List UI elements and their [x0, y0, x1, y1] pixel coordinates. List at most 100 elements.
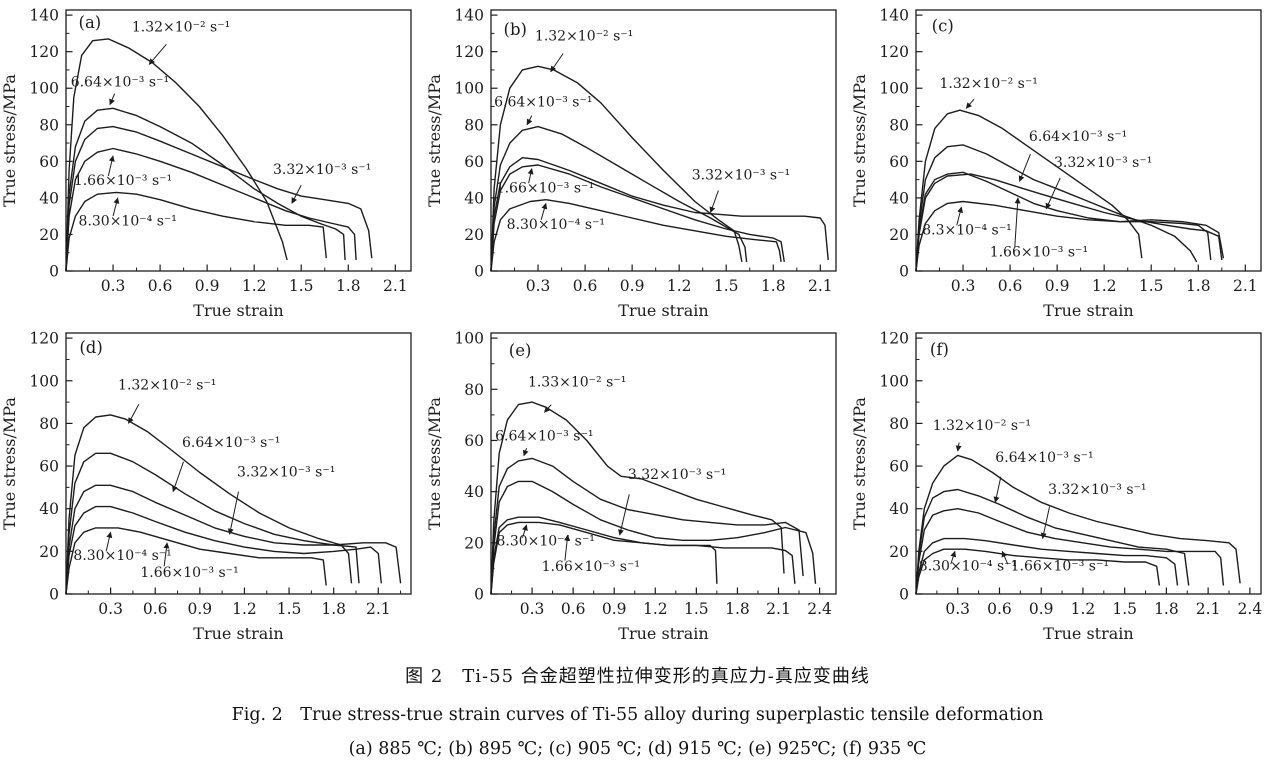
y-axis-title: True stress/MPa	[425, 74, 444, 207]
svg-text:80: 80	[464, 381, 484, 399]
svg-text:0: 0	[474, 586, 484, 604]
svg-text:100: 100	[454, 330, 484, 348]
strain-rate-label: 1.66×10⁻³ s⁻¹	[74, 173, 172, 189]
strain-rate-label: 6.64×10⁻³ s⁻¹	[494, 95, 592, 111]
chart-c-canvas: 0 20 40 60 80 100 120 140 0.3 0.6 0.9 1.2 1.5 1.8 2.1 T…	[850, 7, 1262, 320]
svg-text:0.6: 0.6	[143, 600, 168, 618]
svg-text:40: 40	[464, 189, 484, 207]
svg-text:1.2: 1.2	[667, 277, 692, 295]
strain-rate-label: 6.64×10⁻³ s⁻¹	[1029, 129, 1127, 145]
svg-text:100: 100	[879, 372, 909, 390]
svg-text:20: 20	[464, 226, 484, 244]
y-axis-title: True stress/MPa	[850, 397, 869, 530]
svg-text:1.2: 1.2	[242, 277, 267, 295]
strain-rate-label: 1.33×10⁻² s⁻¹	[528, 375, 626, 391]
svg-text:20: 20	[39, 543, 59, 561]
curve-8.3010	[65, 527, 327, 595]
strain-rate-label: 1.66×10⁻³ s⁻¹	[542, 559, 640, 575]
svg-text:1.2: 1.2	[1071, 600, 1096, 618]
svg-text:0.9: 0.9	[602, 600, 627, 618]
svg-text:0: 0	[49, 586, 59, 604]
curve-8.3010	[65, 191, 327, 272]
svg-text:80: 80	[464, 116, 484, 134]
svg-text:80: 80	[889, 116, 909, 134]
svg-text:0.3: 0.3	[945, 600, 970, 618]
curve-3.3210	[65, 125, 373, 272]
chart-panel-a: 0 20 40 60 80 100 120 140 0.3 0.6 0.9 1.2 1.5 1.8 2.1 T…	[0, 0, 425, 323]
chart-panel-f: 0 20 40 60 80 100 120 0.3 0.6 0.9 1.2 1.5 1.8 2.1 2.4 T…	[850, 323, 1275, 646]
svg-text:40: 40	[39, 500, 59, 518]
svg-text:2.1: 2.1	[1196, 600, 1221, 618]
panel-letter: (e)	[509, 341, 532, 360]
svg-text:80: 80	[39, 116, 59, 134]
strain-rate-label: 8.30×10⁻⁴ s⁻¹	[507, 217, 605, 233]
strain-rate-label: 8.30×10⁻⁴ s⁻¹	[79, 213, 177, 229]
strain-rate-label: 8.3×10⁻⁴ s⁻¹	[922, 222, 1011, 238]
svg-text:20: 20	[889, 226, 909, 244]
curve-1.3210	[490, 65, 743, 272]
curve-6.6410	[490, 457, 804, 595]
chart-panel-e: 0 20 40 60 80 100 0.3 0.6 0.9 1.2 1.5 1.8 2.1 2.4 True…	[425, 323, 850, 646]
curve-1.6610	[65, 505, 382, 595]
svg-text:1.2: 1.2	[643, 600, 668, 618]
svg-text:60: 60	[889, 153, 909, 171]
strain-rate-label: 6.64×10⁻³ s⁻¹	[495, 428, 593, 444]
svg-text:140: 140	[29, 7, 59, 25]
curve-1.6610	[65, 147, 357, 272]
svg-text:0.6: 0.6	[573, 277, 598, 295]
svg-text:1.5: 1.5	[714, 277, 739, 295]
svg-text:40: 40	[889, 500, 909, 518]
x-axis-title: True strain	[193, 624, 283, 643]
svg-text:120: 120	[29, 330, 59, 348]
svg-text:0.9: 0.9	[1029, 600, 1054, 618]
svg-text:120: 120	[879, 43, 909, 61]
strain-rate-label: 8.30×10⁻⁴ s⁻¹	[496, 533, 594, 549]
svg-text:1.8: 1.8	[761, 277, 786, 295]
svg-text:2.4: 2.4	[1238, 600, 1263, 618]
svg-text:140: 140	[879, 7, 909, 25]
svg-text:1.8: 1.8	[321, 600, 346, 618]
strain-rate-label: 1.32×10⁻² s⁻¹	[940, 76, 1038, 92]
chart-a-canvas: 0 20 40 60 80 100 120 140 0.3 0.6 0.9 1.2 1.5 1.8 2.1 T…	[0, 7, 412, 320]
strain-rate-label: 6.64×10⁻³ s⁻¹	[71, 74, 169, 90]
svg-text:80: 80	[39, 415, 59, 433]
curve-1.6610	[490, 164, 785, 272]
curve-6.6410	[915, 144, 1198, 272]
svg-text:1.5: 1.5	[1139, 277, 1164, 295]
curve-3.3210	[490, 157, 829, 272]
panel-letter: (d)	[79, 338, 102, 357]
curve-1.6610	[490, 516, 796, 595]
panel-letter: (c)	[932, 17, 954, 36]
y-axis-title: True stress/MPa	[425, 397, 444, 530]
strain-rate-label: 1.32×10⁻² s⁻¹	[118, 377, 216, 393]
svg-text:0.3: 0.3	[101, 277, 126, 295]
curve-1.6610	[915, 537, 1179, 595]
svg-text:2.1: 2.1	[1233, 277, 1258, 295]
chart-f-canvas: 0 20 40 60 80 100 120 0.3 0.6 0.9 1.2 1.5 1.8 2.1 2.4 T…	[850, 330, 1263, 643]
strain-rate-label: 1.32×10⁻² s⁻¹	[132, 20, 230, 36]
strain-rate-label: 1.66×10⁻³ s⁻¹	[1011, 559, 1109, 575]
strain-rate-label: 3.32×10⁻³ s⁻¹	[273, 162, 371, 178]
svg-text:100: 100	[879, 80, 909, 98]
svg-text:0.6: 0.6	[561, 600, 586, 618]
x-axis-title: True strain	[1043, 301, 1133, 320]
figure-caption: 图 2 Ti-55 合金超塑性拉伸变形的真应力-真应变曲线 Fig. 2 Tru…	[0, 662, 1275, 759]
curve-1.3210	[915, 454, 1241, 595]
svg-text:140: 140	[454, 7, 484, 25]
curve-1.6610	[915, 173, 1223, 272]
curve-8.310	[915, 200, 1212, 272]
x-axis-title: True strain	[618, 624, 708, 643]
svg-text:40: 40	[464, 483, 484, 501]
svg-text:40: 40	[889, 189, 909, 207]
svg-text:1.8: 1.8	[336, 277, 361, 295]
strain-rate-label: 1.66×10⁻³ s⁻¹	[496, 180, 594, 196]
svg-text:100: 100	[29, 80, 59, 98]
curve-8.3010	[490, 199, 782, 272]
curve-6.6410	[65, 452, 360, 595]
svg-text:60: 60	[464, 153, 484, 171]
svg-text:120: 120	[29, 43, 59, 61]
x-axis-title: True strain	[1043, 624, 1133, 643]
strain-rate-label: 1.66×10⁻³ s⁻¹	[990, 244, 1088, 260]
strain-rate-label: 3.32×10⁻³ s⁻¹	[692, 168, 790, 184]
